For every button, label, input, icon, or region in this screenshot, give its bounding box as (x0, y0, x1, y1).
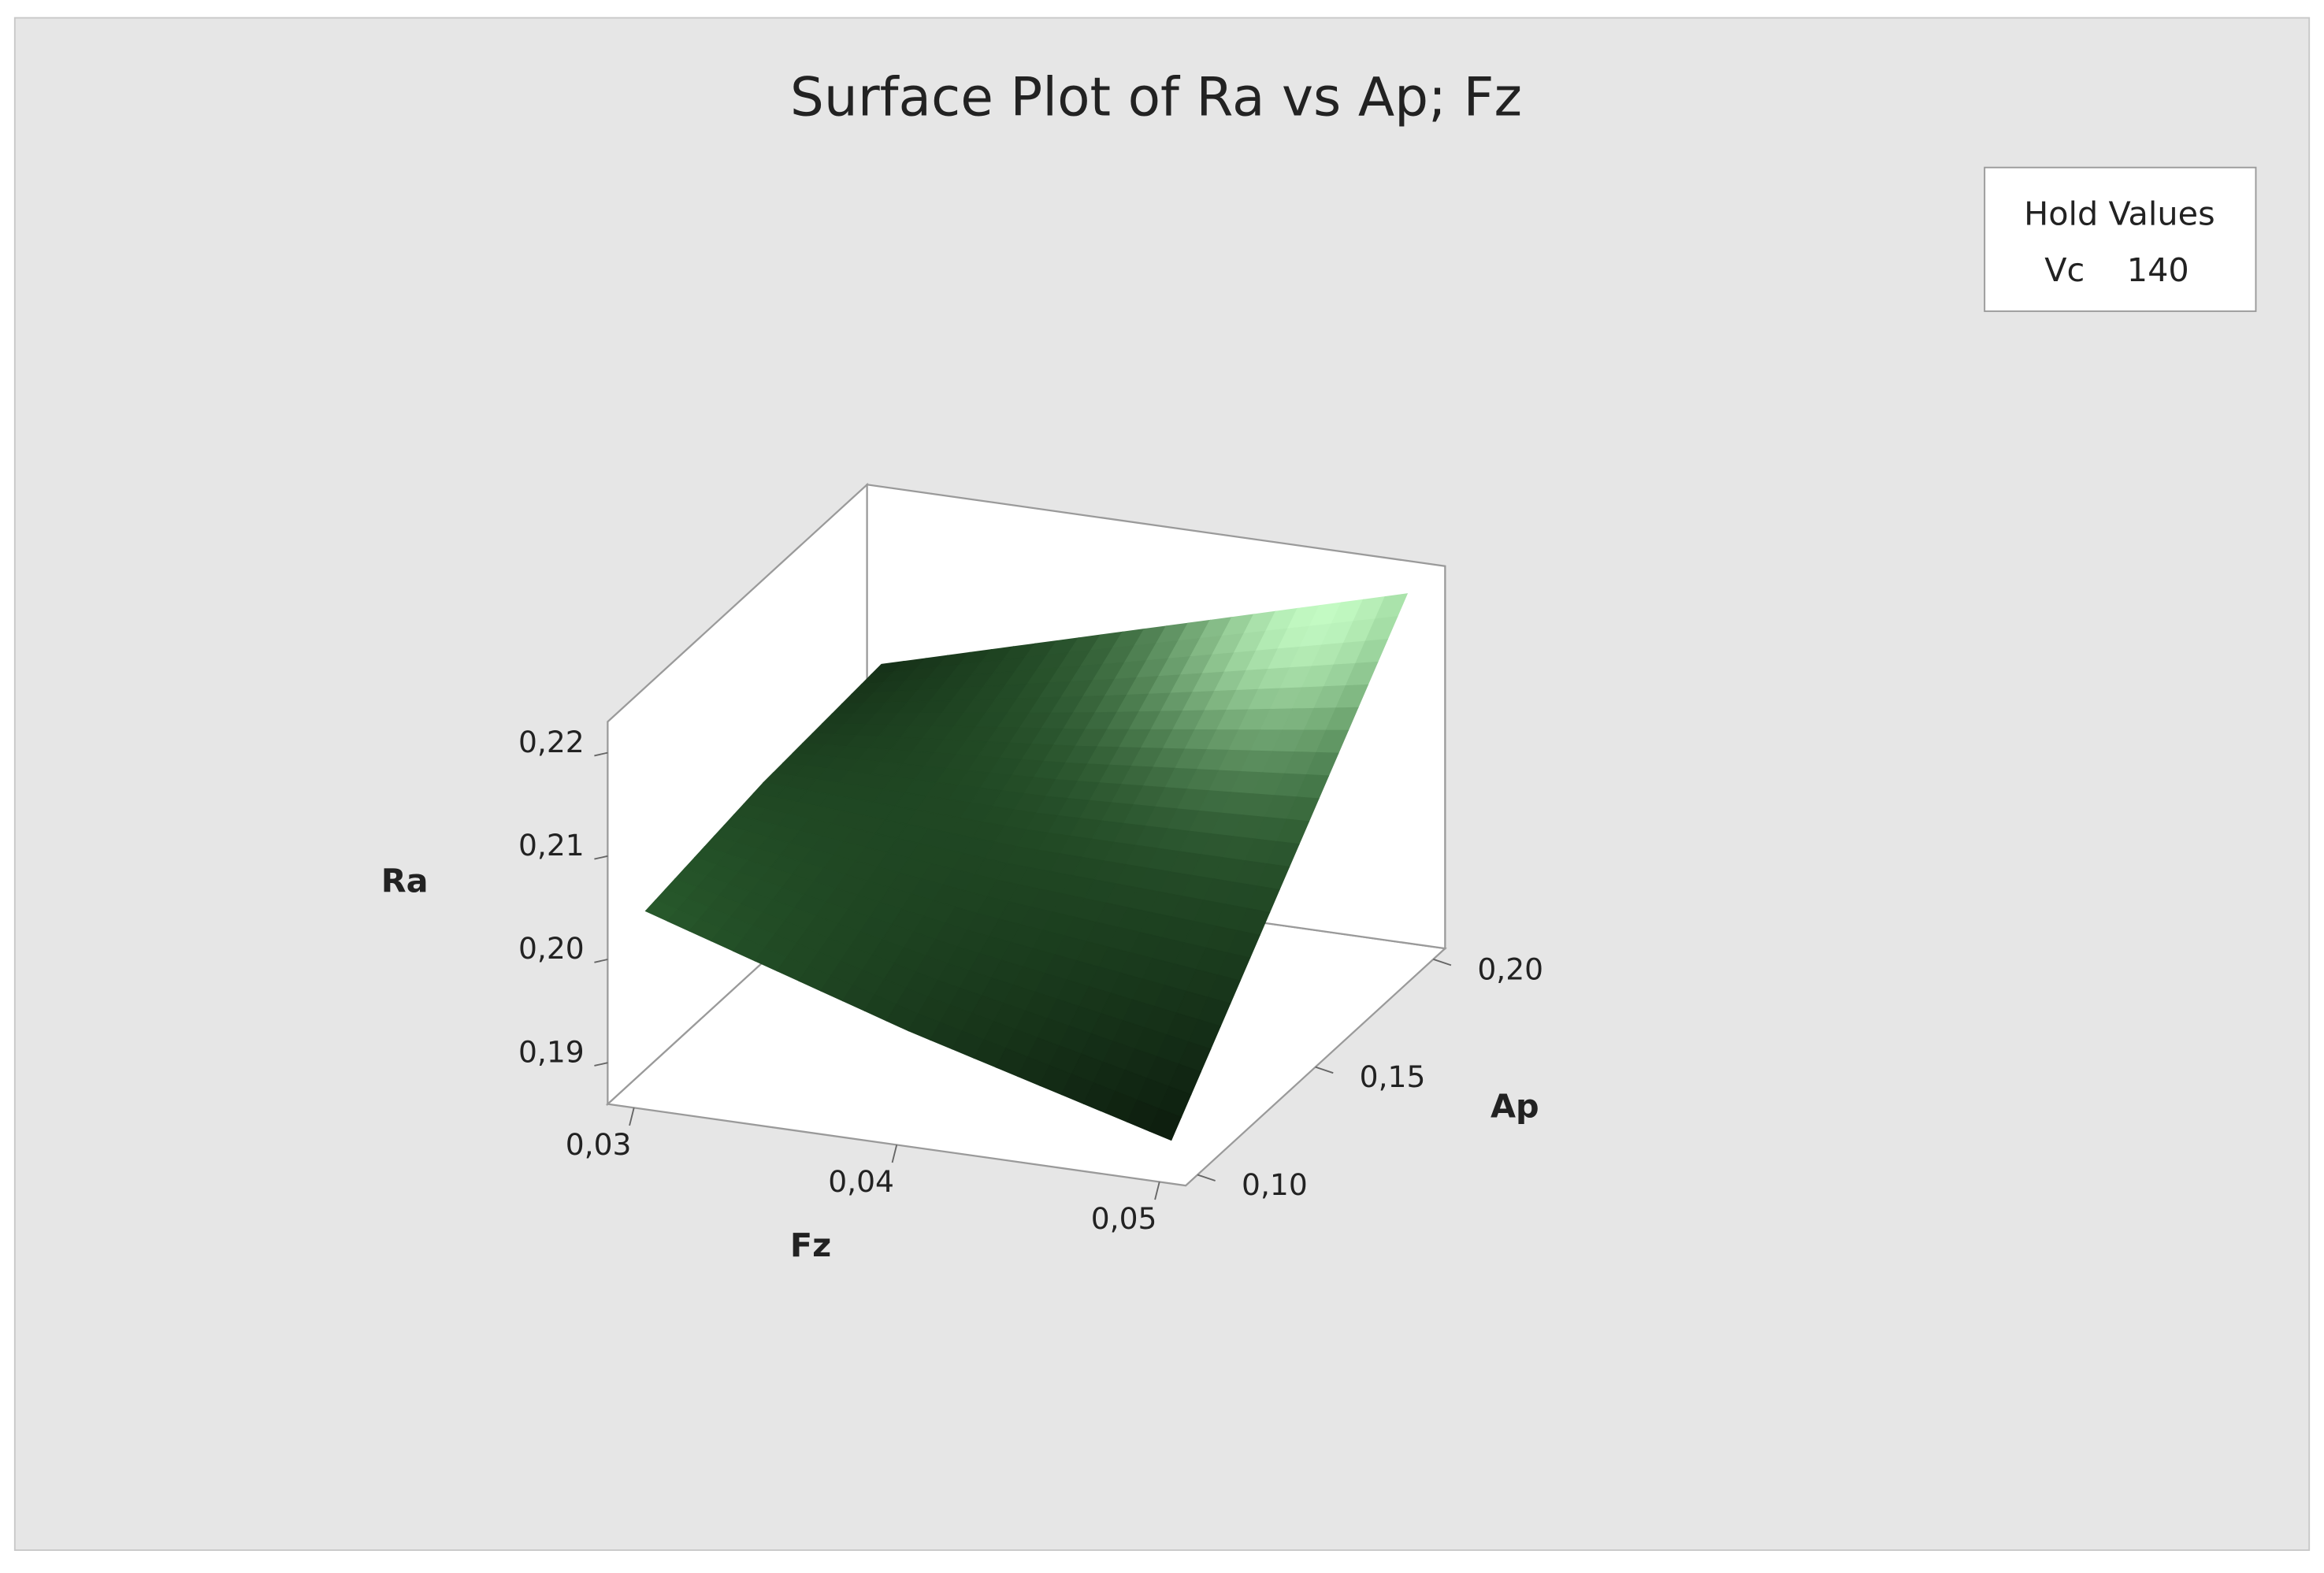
x-tick (1154, 1182, 1160, 1200)
hold-values-box (1984, 166, 2257, 313)
x-tick-label: 0,05 (1091, 1201, 1157, 1236)
z-tick (594, 855, 608, 860)
x-axis-label: Fz (790, 1226, 831, 1264)
y-axis-label: Ap (1491, 1087, 1539, 1125)
y-tick (1433, 958, 1452, 966)
chart-title: Surface Plot of Ra vs Ap; Fz (790, 66, 1522, 128)
y-tick-label: 0,15 (1360, 1059, 1426, 1094)
x-tick-label: 0,04 (828, 1164, 894, 1199)
z-tick (594, 751, 608, 757)
y-tick-label: 0,20 (1477, 952, 1543, 986)
y-tick-label: 0,10 (1242, 1167, 1308, 1202)
hold-values-variable: Vc (2044, 251, 2085, 289)
z-tick (594, 1062, 608, 1067)
z-tick-label: 0,21 (518, 828, 585, 863)
x-tick (629, 1107, 635, 1126)
x-tick (891, 1145, 898, 1163)
z-axis-label: Ra (381, 862, 429, 900)
hold-values-title: Hold Values (2024, 195, 2215, 233)
z-tick-label: 0,20 (518, 931, 585, 966)
z-tick (594, 959, 608, 963)
y-tick (1315, 1066, 1334, 1074)
hold-values-value: 140 (2127, 251, 2189, 289)
y-tick (1197, 1174, 1216, 1182)
surface-patch (1149, 1107, 1182, 1141)
plot-area: 0,19 0,20 0,21 0,22 0,03 0,04 0,05 0,10 0,15 0,20 (518, 482, 1543, 1236)
x-tick-label: 0,03 (566, 1127, 632, 1162)
z-tick-label: 0,19 (518, 1034, 585, 1069)
z-tick-label: 0,22 (518, 725, 585, 759)
